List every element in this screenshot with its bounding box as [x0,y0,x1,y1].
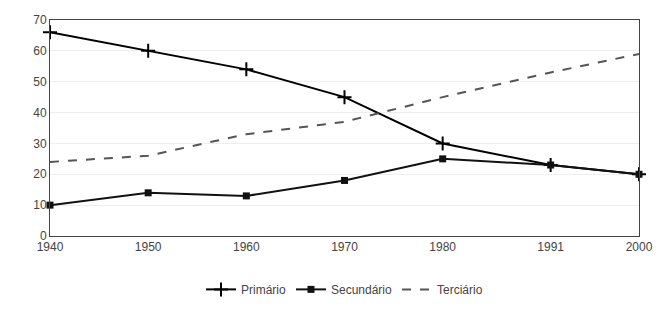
svg-text:70: 70 [33,13,47,27]
svg-text:0: 0 [40,229,47,243]
svg-text:50: 50 [33,75,47,89]
svg-text:20: 20 [33,167,47,181]
svg-text:2000: 2000 [626,240,653,254]
svg-text:Terciário: Terciário [437,283,483,297]
svg-text:1960: 1960 [233,240,260,254]
svg-text:1970: 1970 [331,240,358,254]
svg-text:1940: 1940 [37,240,64,254]
svg-text:1950: 1950 [135,240,162,254]
svg-text:40: 40 [33,106,47,120]
svg-text:1991: 1991 [537,240,564,254]
svg-text:1980: 1980 [429,240,456,254]
svg-text:30: 30 [33,137,47,151]
svg-text:Primário: Primário [241,283,286,297]
svg-text:60: 60 [33,44,47,58]
svg-text:10: 10 [33,198,47,212]
svg-text:Secundário: Secundário [331,283,392,297]
